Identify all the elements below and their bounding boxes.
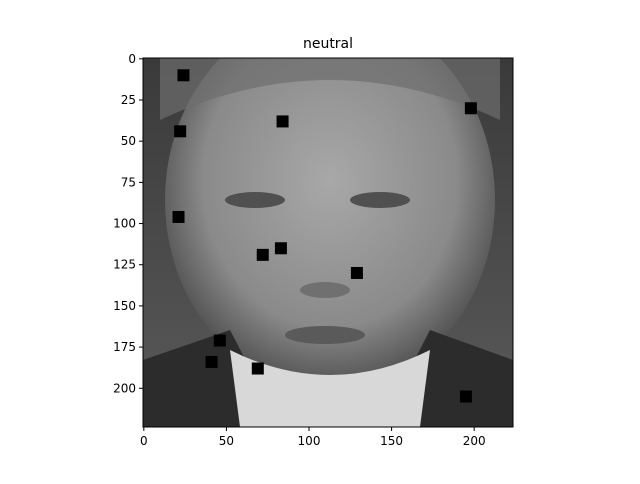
- y-tick-label: 175: [113, 340, 136, 354]
- occlusion-patch: [213, 334, 226, 347]
- occlusion-patch: [256, 248, 269, 261]
- y-tick-label: 150: [113, 299, 136, 313]
- occlusion-patch: [172, 210, 185, 223]
- x-tick-label: 150: [380, 434, 403, 448]
- axes-frame: [142, 57, 514, 428]
- occlusion-patch: [251, 362, 264, 375]
- x-tick-label: 100: [298, 434, 321, 448]
- x-tick-label: 200: [463, 434, 486, 448]
- y-tick-label: 0: [128, 52, 136, 66]
- y-tick-label: 125: [113, 258, 136, 272]
- y-tick-label: 200: [113, 381, 136, 395]
- x-tick-label: 0: [140, 434, 148, 448]
- occlusion-patch: [174, 125, 187, 138]
- occlusion-patch: [274, 242, 287, 255]
- chart-title: neutral: [303, 36, 353, 52]
- image: [143, 58, 513, 427]
- occlusion-patch: [205, 355, 218, 368]
- y-tick-label: 25: [121, 93, 136, 107]
- y-tick-label: 100: [113, 217, 136, 231]
- x-tick-label: 50: [219, 434, 234, 448]
- y-tick-label: 50: [121, 134, 136, 148]
- occlusion-patch: [459, 390, 472, 403]
- occlusion-patch: [177, 69, 190, 82]
- occlusion-patch: [350, 266, 363, 279]
- y-tick-label: 75: [121, 175, 136, 189]
- occlusion-patch: [464, 102, 477, 115]
- occlusion-patch: [276, 115, 289, 128]
